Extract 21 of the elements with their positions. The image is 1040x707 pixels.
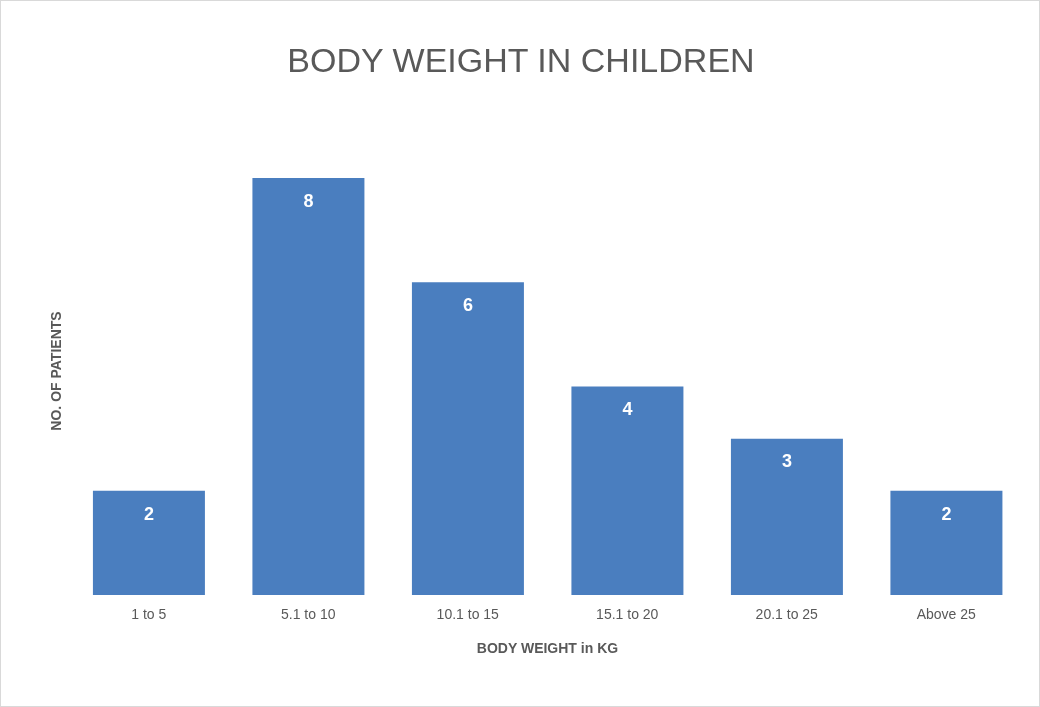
x-tick-label: Above 25 [916, 605, 977, 622]
x-tick-label: 20.1 to 25 [755, 605, 819, 622]
y-axis-title: NO. OF PATIENTS [48, 311, 64, 431]
bar [92, 490, 205, 595]
x-tick-label: 15.1 to 20 [596, 605, 659, 622]
bar [411, 282, 524, 595]
x-tick-label: 5.1 to 10 [281, 605, 336, 622]
x-tick-label: 1 to 5 [131, 605, 167, 622]
chart-title: BODY WEIGHT IN CHILDREN [286, 41, 756, 80]
data-label: 4 [622, 399, 633, 420]
bar [730, 438, 843, 595]
x-tick-label: 10.1 to 15 [436, 605, 500, 622]
data-label: 2 [143, 503, 154, 524]
x-axis-title: BODY WEIGHT in KG [476, 640, 619, 656]
data-label: 8 [303, 190, 314, 211]
bar [252, 178, 365, 595]
data-label: 6 [462, 295, 473, 316]
data-label: 2 [941, 503, 952, 524]
data-label: 3 [781, 451, 792, 472]
bar [890, 490, 1003, 595]
bar [571, 386, 684, 595]
